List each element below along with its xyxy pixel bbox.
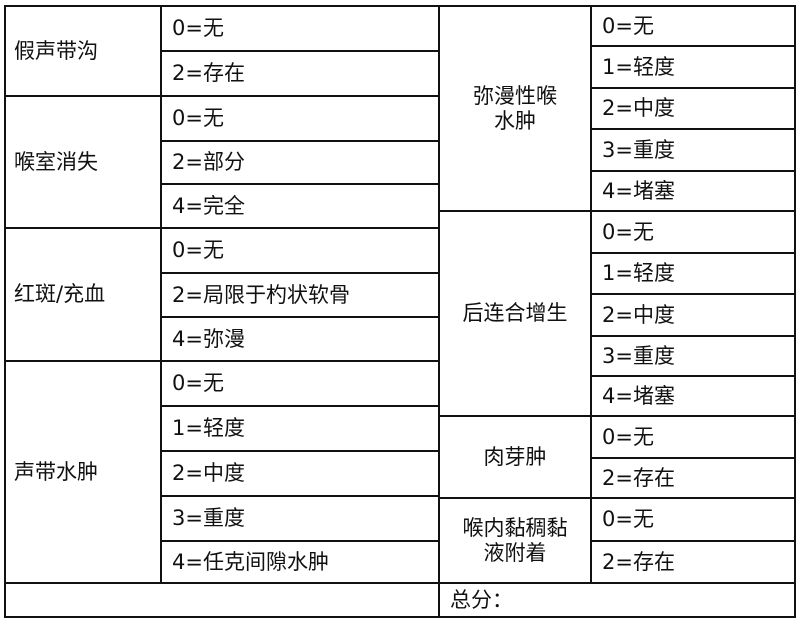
score-option: 3=重度 <box>590 128 796 172</box>
score-option: 4=堵塞 <box>590 375 796 417</box>
score-option: 1=轻度 <box>160 405 440 452</box>
score-option: 3=重度 <box>590 335 796 377</box>
score-option: 2=局限于杓状软骨 <box>160 272 440 318</box>
score-option: 2=中度 <box>160 450 440 497</box>
criterion-label: 弥漫性喉 水肿 <box>438 5 592 212</box>
score-option: 3=重度 <box>160 495 440 542</box>
score-option: 4=完全 <box>160 183 440 229</box>
score-option: 4=弥漫 <box>160 316 440 362</box>
score-option: 4=堵塞 <box>590 170 796 212</box>
score-option: 0=无 <box>590 5 796 47</box>
score-option: 2=存在 <box>590 457 796 499</box>
total-score-label: 总分： <box>438 582 796 618</box>
score-option: 0=无 <box>590 497 796 542</box>
criterion-label: 红斑/充血 <box>4 227 162 362</box>
score-option: 2=存在 <box>590 540 796 584</box>
score-option: 1=轻度 <box>590 45 796 89</box>
criterion-label: 肉芽肿 <box>438 415 592 499</box>
score-option: 2=存在 <box>160 50 440 97</box>
score-option: 4=任克间隙水肿 <box>160 540 440 584</box>
score-option: 0=无 <box>160 227 440 274</box>
score-option: 0=无 <box>160 95 440 142</box>
score-option: 0=无 <box>590 210 796 254</box>
criterion-label: 喉内黏稠黏 液附着 <box>438 497 592 584</box>
score-option: 2=中度 <box>590 293 796 337</box>
criterion-label: 声带水肿 <box>4 360 162 584</box>
criterion-label: 喉室消失 <box>4 95 162 229</box>
criterion-label: 假声带沟 <box>4 5 162 97</box>
footer-blank <box>4 582 440 618</box>
score-option: 2=部分 <box>160 140 440 185</box>
score-option: 0=无 <box>160 360 440 407</box>
score-option: 0=无 <box>160 5 440 52</box>
criterion-label: 后连合增生 <box>438 210 592 417</box>
score-option: 1=轻度 <box>590 252 796 295</box>
score-option: 2=中度 <box>590 87 796 130</box>
score-option: 0=无 <box>590 415 796 459</box>
